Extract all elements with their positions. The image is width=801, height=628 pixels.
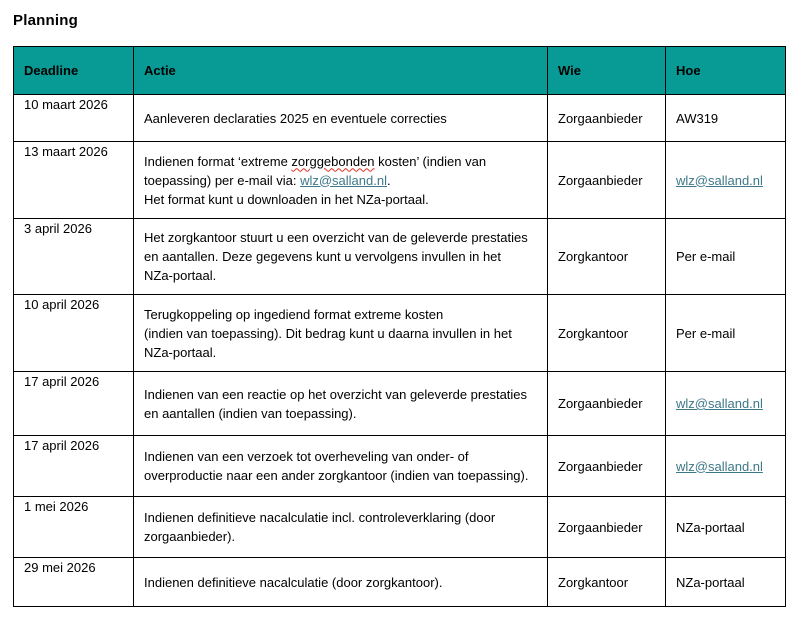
actie-line: Indienen definitieve nacalculatie incl. … [144, 508, 537, 527]
text-segment: Indienen van een verzoek tot overhevelin… [144, 449, 469, 464]
actie-line: (indien van toepassing). Dit bedrag kunt… [144, 324, 537, 343]
table-row: 3 april 2026 Het zorgkantoor stuurt u een… [13, 218, 786, 295]
actie-line: Indienen van een verzoek tot overhevelin… [144, 447, 537, 466]
table-row: 29 mei 2026 Indienen definitieve nacalcul… [13, 557, 786, 607]
wie-cell: Zorgaanbieder [547, 371, 666, 436]
header-hoe: Hoe [665, 46, 786, 95]
wie-cell: Zorgaanbieder [547, 141, 666, 219]
deadline-cell: 29 mei 2026 [13, 557, 134, 607]
actie-line: NZa-portaal. [144, 343, 537, 362]
text-segment: . [386, 172, 391, 188]
text-segment: kosten’ (indien van [374, 153, 487, 169]
planning-table: Deadline Actie Wie Hoe 10 maart 2026 Aanl… [13, 46, 786, 607]
hoe-cell: wlz@salland.nl [665, 435, 786, 497]
table-header: Deadline Actie Wie Hoe [13, 46, 786, 95]
header-deadline: Deadline [13, 46, 134, 95]
email-link[interactable]: wlz@salland.nl [676, 396, 763, 411]
page-title: Planning [13, 12, 78, 29]
actie-cell: Indienen van een reactie op het overzich… [133, 371, 548, 436]
email-link[interactable]: wlz@salland.nl [676, 172, 763, 188]
actie-cell: Indienen definitieve nacalculatie (door … [133, 557, 548, 607]
text-segment: NZa-portaal. [144, 268, 217, 283]
actie-cell: Indienen definitieve nacalculatie incl. … [133, 496, 548, 558]
hoe-cell: AW319 [665, 94, 786, 142]
wie-cell: Zorgkantoor [547, 218, 666, 295]
text-segment: Terugkoppeling op ingediend format extre… [144, 306, 444, 322]
email-link[interactable]: wlz@salland.nl [300, 172, 387, 188]
text-segment: en aantallen (indien van toepassing). [144, 405, 357, 421]
hoe-cell: NZa-portaal [665, 557, 786, 607]
wie-cell: Zorgaanbieder [547, 94, 666, 142]
text-segment: zorgaanbieder). [144, 529, 236, 544]
text-segment: (indien van toepassing). Dit bedrag kunt… [144, 325, 512, 341]
header-wie: Wie [547, 46, 666, 95]
text-segment: Aanleveren declaraties 2025 en eventuele… [144, 110, 447, 126]
email-link[interactable]: wlz@salland.nl [676, 458, 763, 474]
header-actie: Actie [133, 46, 548, 95]
actie-line: Aanleveren declaraties 2025 en eventuele… [144, 109, 537, 128]
hoe-cell: Per e-mail [665, 218, 786, 295]
deadline-cell: 17 april 2026 [13, 435, 134, 497]
actie-cell: Terugkoppeling op ingediend format extre… [133, 294, 548, 372]
text-segment: toepassing) per e-mail via: [144, 172, 301, 188]
wie-cell: Zorgkantoor [547, 294, 666, 372]
actie-line: zorgaanbieder). [144, 527, 537, 546]
actie-line: Het zorgkantoor stuurt u een overzicht v… [144, 228, 537, 247]
text-segment: Indienen format ‘extreme [144, 153, 292, 169]
actie-cell: Aanleveren declaraties 2025 en eventuele… [133, 94, 548, 142]
actie-cell: Indienen van een verzoek tot overhevelin… [133, 435, 548, 497]
table-row: 13 maart 2026 Indienen format ‘extreme zo… [13, 141, 786, 219]
text-segment: Het format kunt u downloaden in het NZa-… [144, 191, 429, 207]
deadline-cell: 3 april 2026 [13, 218, 134, 295]
wie-cell: Zorgaanbieder [547, 435, 666, 497]
table-row: 10 april 2026 Terugkoppeling op ingediend… [13, 294, 786, 372]
actie-line: Het format kunt u downloaden in het NZa-… [144, 190, 537, 209]
deadline-cell: 1 mei 2026 [13, 496, 134, 558]
text-segment: Het zorgkantoor stuurt u een overzicht v… [144, 230, 528, 245]
table-row: 1 mei 2026 Indienen definitieve nacalcula… [13, 496, 786, 558]
wie-cell: Zorgaanbieder [547, 496, 666, 558]
actie-cell: Indienen format ‘extreme zorggebonden ko… [133, 141, 548, 219]
actie-line: NZa-portaal. [144, 266, 537, 285]
table-row: 17 april 2026 Indienen van een reactie op… [13, 371, 786, 436]
actie-line: en aantallen (indien van toepassing). [144, 404, 537, 423]
text-segment: NZa-portaal. [144, 344, 217, 360]
hoe-cell: wlz@salland.nl [665, 141, 786, 219]
actie-line: Indienen format ‘extreme zorggebonden ko… [144, 152, 537, 171]
table-row: 10 maart 2026 Aanleveren declaraties 2025… [13, 94, 786, 142]
table-body: 10 maart 2026 Aanleveren declaraties 2025… [13, 94, 786, 607]
wie-cell: Zorgkantoor [547, 557, 666, 607]
header-row: Deadline Actie Wie Hoe [13, 46, 786, 95]
actie-cell: Het zorgkantoor stuurt u een overzicht v… [133, 218, 548, 295]
text-segment: overproductie naar een ander zorgkantoor… [144, 468, 529, 483]
hoe-cell: NZa-portaal [665, 496, 786, 558]
text-segment: en aantallen. Deze gegevens kunt u vervo… [144, 249, 502, 264]
misspelled-word: zorggebonden [291, 153, 375, 169]
text-segment: Indienen definitieve nacalculatie incl. … [144, 510, 496, 525]
hoe-cell: wlz@salland.nl [665, 371, 786, 436]
hoe-cell: Per e-mail [665, 294, 786, 372]
actie-line: overproductie naar een ander zorgkantoor… [144, 466, 537, 485]
text-segment: Indienen definitieve nacalculatie (door … [144, 574, 443, 590]
actie-line: Indienen definitieve nacalculatie (door … [144, 573, 537, 592]
deadline-cell: 17 april 2026 [13, 371, 134, 436]
actie-line: Terugkoppeling op ingediend format extre… [144, 305, 537, 324]
table-row: 17 april 2026 Indienen van een verzoek to… [13, 435, 786, 497]
actie-line: toepassing) per e-mail via: wlz@salland.… [144, 171, 537, 190]
deadline-cell: 13 maart 2026 [13, 141, 134, 219]
text-segment: Indienen van een reactie op het overzich… [144, 386, 528, 402]
deadline-cell: 10 april 2026 [13, 294, 134, 372]
deadline-cell: 10 maart 2026 [13, 94, 134, 142]
actie-line: Indienen van een reactie op het overzich… [144, 385, 537, 404]
actie-line: en aantallen. Deze gegevens kunt u vervo… [144, 247, 537, 266]
